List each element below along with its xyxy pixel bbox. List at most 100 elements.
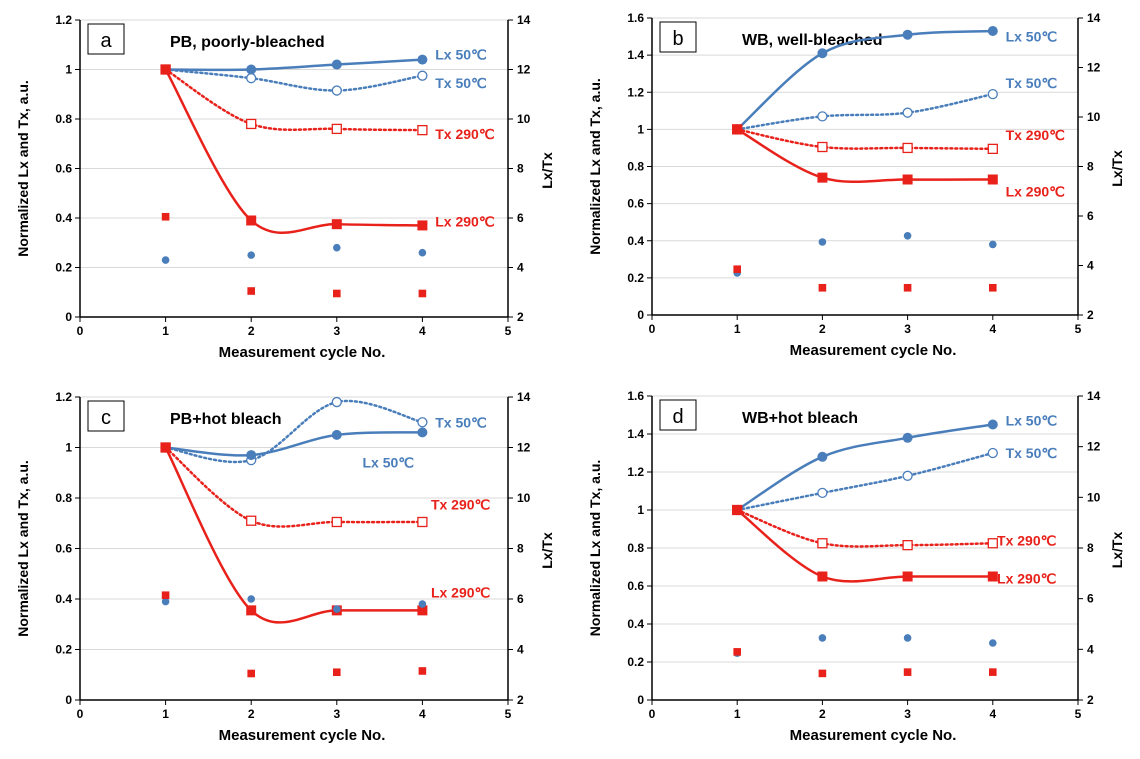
- series-lx-tx-50-: [161, 595, 427, 613]
- y2-tick-label: 2: [517, 310, 524, 324]
- y-tick-label: 0.2: [55, 643, 72, 657]
- panel-c: 0 1 2 3 4 500.20.40.60.811.22468101214Measure…: [15, 390, 555, 744]
- series-lx-290-: Lx 290℃: [160, 442, 491, 624]
- data-point: [161, 256, 170, 264]
- y-tick-label: 1.4: [627, 48, 644, 62]
- chart-title: WB, well-bleached: [742, 32, 882, 49]
- data-point: [987, 419, 998, 430]
- series-lx-290-: Lx 290℃: [732, 505, 1057, 586]
- y2-axis-title: Lx/Tx: [1109, 150, 1125, 187]
- y-tick-label: 1.6: [627, 389, 644, 403]
- x-tick-label: 0: [77, 707, 84, 721]
- y-tick-label: 0.8: [55, 112, 72, 126]
- data-point: [732, 124, 743, 135]
- y2-tick-label: 10: [1087, 490, 1101, 504]
- data-point: [817, 111, 828, 122]
- y-tick-label: 0.4: [55, 592, 72, 606]
- series-line: [164, 446, 424, 528]
- data-point: [333, 243, 341, 252]
- y-tick-label: 0: [637, 308, 644, 322]
- y-tick-label: 0.6: [627, 197, 644, 211]
- data-point: [987, 571, 998, 582]
- series-line: [165, 58, 423, 72]
- data-point: [331, 429, 342, 440]
- data-point: [902, 142, 913, 154]
- data-point: [987, 447, 998, 459]
- y-axis-title: Normalized Lx and Tx, a.u.: [587, 460, 603, 637]
- y2-axis-title: Lx/Tx: [1109, 532, 1125, 569]
- data-point: [989, 639, 997, 647]
- series-line: [735, 451, 995, 512]
- x-axis-title: Measurement cycle No.: [790, 727, 957, 744]
- data-point: [818, 634, 827, 642]
- data-point: [246, 64, 257, 75]
- y-tick-label: 0.6: [627, 579, 644, 593]
- y-axis-title: Normalized Lx and Tx, a.u.: [15, 460, 31, 637]
- series-line: [164, 399, 424, 464]
- x-tick-label: 1: [162, 707, 169, 721]
- x-axis-title: Measurement cycle No.: [219, 727, 386, 744]
- y2-tick-label: 8: [1087, 160, 1094, 174]
- data-point: [333, 289, 341, 298]
- y-tick-label: 1: [65, 441, 72, 455]
- data-point: [902, 540, 913, 551]
- x-tick-label: 2: [819, 322, 826, 336]
- data-point: [246, 605, 257, 616]
- data-point: [160, 442, 171, 453]
- data-point: [331, 123, 342, 135]
- data-point: [418, 667, 427, 675]
- data-point: [817, 48, 828, 59]
- y-tick-label: 1.2: [627, 465, 644, 479]
- y-tick-label: 1: [637, 122, 644, 136]
- panel-letter-box: [659, 399, 697, 431]
- data-point: [817, 172, 828, 183]
- series-line: [736, 128, 993, 184]
- data-point: [902, 174, 913, 185]
- y2-tick-label: 4: [1087, 642, 1094, 656]
- series-line: [735, 128, 995, 151]
- y2-tick-label: 6: [517, 211, 524, 225]
- data-point: [903, 232, 912, 240]
- x-axis-title: Measurement cycle No.: [790, 342, 957, 359]
- x-tick-label: 5: [1075, 707, 1082, 721]
- data-point: [987, 538, 998, 549]
- y2-tick-label: 4: [517, 643, 524, 657]
- y-tick-label: 0.2: [55, 261, 72, 275]
- data-point: [987, 143, 998, 155]
- data-point: [989, 668, 997, 676]
- data-point: [246, 450, 257, 461]
- y2-tick-label: 8: [517, 542, 524, 556]
- data-point: [333, 605, 341, 613]
- series-lx-tx-50-: [733, 634, 997, 657]
- y2-tick-label: 14: [517, 13, 531, 27]
- chart-title: PB, poorly-bleached: [170, 34, 325, 51]
- panel-a: 0 1 2 3 4 500.20.40.60.811.22468101214Measure…: [15, 13, 555, 361]
- data-point: [417, 516, 428, 528]
- data-point: [817, 487, 828, 499]
- data-point: [417, 605, 428, 616]
- data-point: [733, 265, 741, 274]
- y2-tick-label: 10: [517, 112, 531, 126]
- series-lx-290-: Lx 290℃: [160, 64, 495, 235]
- data-point: [331, 516, 342, 528]
- y2-axis-title: Lx/Tx: [539, 152, 555, 189]
- series-line: [164, 68, 424, 132]
- x-tick-label: 3: [333, 707, 340, 721]
- series-lx-tx-290-: [161, 212, 427, 298]
- y-tick-label: 0.4: [627, 234, 644, 248]
- series-label: Tx 50℃: [435, 75, 487, 91]
- data-point: [247, 595, 255, 603]
- y2-tick-label: 12: [517, 63, 531, 77]
- data-point: [989, 240, 997, 249]
- data-point: [987, 25, 998, 36]
- y-tick-label: 0: [65, 693, 72, 707]
- x-tick-label: 5: [505, 324, 512, 338]
- x-tick-label: 1: [734, 707, 741, 721]
- data-point: [987, 88, 998, 100]
- series-lx-290-: Lx 290℃: [732, 124, 1065, 200]
- y2-tick-label: 2: [1087, 693, 1094, 707]
- data-point: [417, 220, 428, 231]
- data-point: [247, 669, 255, 678]
- data-point: [247, 287, 255, 295]
- y2-tick-label: 12: [1087, 61, 1101, 75]
